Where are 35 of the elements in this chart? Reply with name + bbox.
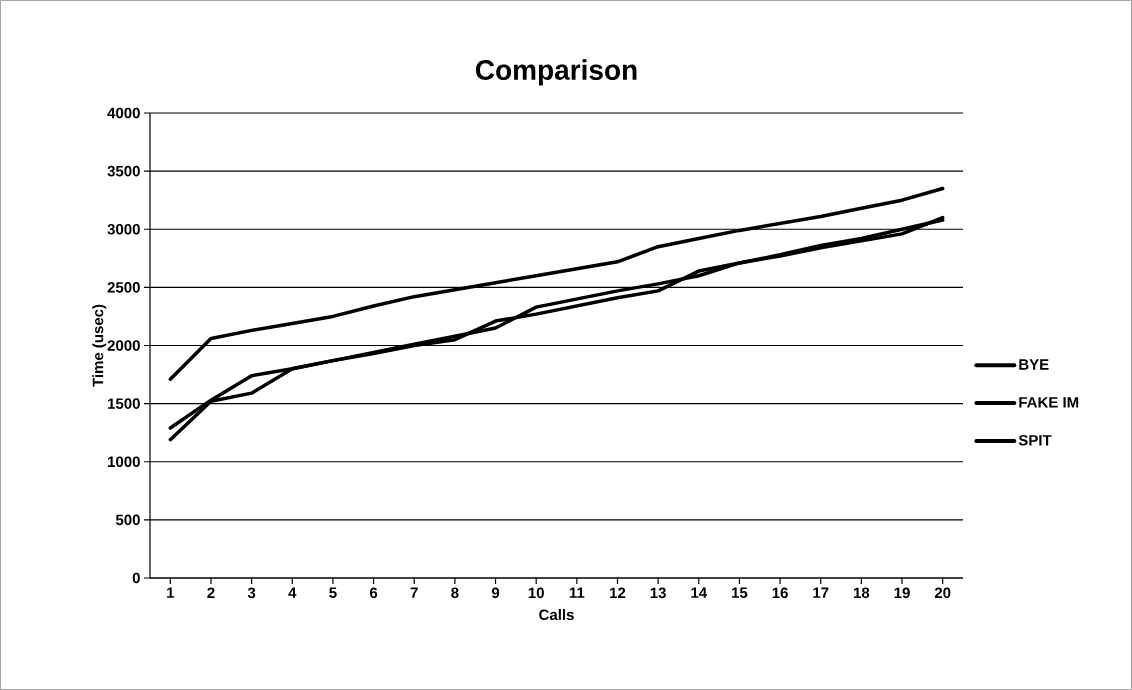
y-tick-label: 3500 [107,165,140,177]
y-axis-title: Time (usec) [92,304,107,387]
x-tick-label: 1 [167,587,175,598]
x-tick-label: 13 [650,587,666,599]
x-tick-label: 12 [610,587,626,598]
chart-title: Comparison [475,59,637,86]
y-tick-label: 4000 [107,107,140,119]
x-tick-label: 6 [369,587,378,599]
x-tick-label: 5 [329,587,337,598]
x-tick-label: 18 [853,587,870,599]
x-tick-label: 9 [491,587,500,599]
y-tick-label: 1000 [108,456,140,468]
x-tick-label: 3 [247,587,256,599]
x-tick-label: 11 [569,587,585,598]
y-tick-label: 3000 [107,223,140,235]
x-tick-label: 19 [894,587,910,599]
x-tick-label: 8 [451,587,459,599]
x-tick-label: 10 [528,587,544,599]
x-axis-title: Calls [539,609,574,621]
x-tick-label: 4 [288,587,297,598]
legend-label: SPIT [1018,434,1052,446]
x-tick-label: 7 [410,587,418,598]
x-tick-label: 14 [691,587,708,598]
legend-label: FAKE IM [1019,397,1079,408]
y-tick-label: 2000 [107,340,140,351]
y-tick-label: 2500 [107,282,140,293]
x-tick-label: 20 [934,587,951,599]
x-tick-label: 17 [813,587,829,598]
x-tick-label: 16 [772,587,788,599]
y-tick-label: 0 [132,572,140,584]
y-tick-label: 500 [115,514,140,526]
legend-label: BYE [1019,359,1049,370]
x-tick-label: 15 [732,587,748,598]
x-tick-label: 2 [207,587,215,598]
y-tick-label: 1500 [108,398,140,409]
